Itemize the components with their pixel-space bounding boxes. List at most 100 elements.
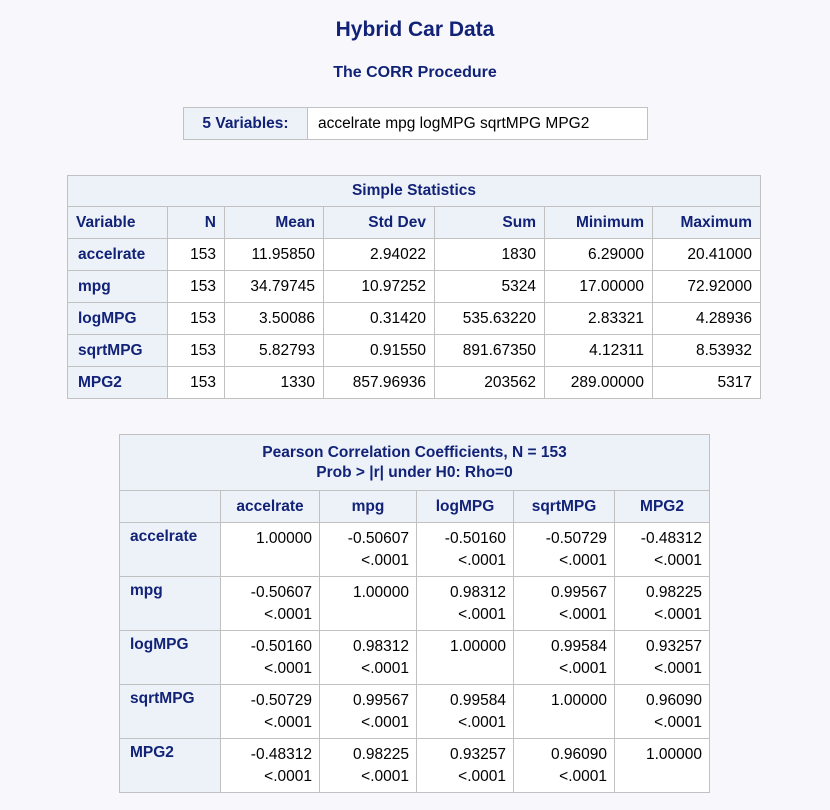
table-cell: 17.00000 xyxy=(544,270,653,303)
table-cell: 891.67350 xyxy=(434,334,545,367)
table-cell: 857.96936 xyxy=(323,366,435,399)
variables-value: accelrate mpg logMPG sqrtMPG MPG2 xyxy=(307,107,648,140)
column-header: MPG2 xyxy=(614,490,710,523)
correlation-coefficient: 0.98225 xyxy=(352,746,409,763)
correlation-header-row: accelrate mpg logMPG sqrtMPG MPG2 xyxy=(119,490,710,523)
p-value: <.0001 xyxy=(559,552,607,569)
table-row: mpg 153 34.79745 10.97252 5324 17.00000 72.920… xyxy=(67,270,761,303)
simple-statistics-caption: Simple Statistics xyxy=(67,175,761,207)
table-cell: 2.83321 xyxy=(544,302,653,335)
correlation-coefficient: 0.98225 xyxy=(645,584,702,601)
row-header: MPG2 xyxy=(67,366,168,399)
table-cell: 0.31420 xyxy=(323,302,435,335)
correlation-cell: -0.48312 <.0001 xyxy=(220,738,320,793)
row-header: logMPG xyxy=(119,630,221,685)
correlation-cell: 0.96090 <.0001 xyxy=(614,684,710,739)
correlation-cell: 0.99584 <.0001 xyxy=(513,630,615,685)
correlation-coefficient: 0.98312 xyxy=(352,638,409,655)
table-row: sqrtMPG -0.50729 <.0001 0.99567 <.0001 0.9958… xyxy=(119,684,710,739)
correlation-cell: 0.99567 <.0001 xyxy=(319,684,417,739)
column-header: Mean xyxy=(224,206,324,239)
p-value: <.0001 xyxy=(361,660,409,677)
p-value: <.0001 xyxy=(654,606,702,623)
table-cell: 1830 xyxy=(434,238,545,271)
column-header: accelrate xyxy=(220,490,320,523)
correlation-coefficient: 0.99567 xyxy=(550,584,607,601)
column-header: Variable xyxy=(67,206,168,239)
p-value: <.0001 xyxy=(458,768,506,785)
row-header: accelrate xyxy=(119,522,221,577)
table-row: logMPG -0.50160 <.0001 0.98312 <.0001 1.00000… xyxy=(119,630,710,685)
p-value: <.0001 xyxy=(264,714,312,731)
row-header: MPG2 xyxy=(119,738,221,793)
table-cell: 1330 xyxy=(224,366,324,399)
table-cell: 0.91550 xyxy=(323,334,435,367)
correlation-coefficient: 1.00000 xyxy=(550,692,607,709)
p-value: <.0001 xyxy=(654,660,702,677)
row-header: accelrate xyxy=(67,238,168,271)
correlation-coefficient: 1.00000 xyxy=(352,584,409,601)
correlation-coefficient: -0.48312 xyxy=(250,746,312,763)
table-cell: 153 xyxy=(167,334,225,367)
correlation-coefficient: 0.93257 xyxy=(645,638,702,655)
correlation-cell: -0.50160 <.0001 xyxy=(416,522,514,577)
column-header: N xyxy=(167,206,225,239)
column-header: Std Dev xyxy=(323,206,435,239)
table-cell: 289.00000 xyxy=(544,366,653,399)
correlation-cell: 0.99567 <.0001 xyxy=(513,576,615,631)
correlation-coefficient: 0.93257 xyxy=(449,746,506,763)
table-cell: 2.94022 xyxy=(323,238,435,271)
correlation-coefficient: -0.50607 xyxy=(347,530,409,547)
correlation-coefficient: -0.50160 xyxy=(444,530,506,547)
p-value: <.0001 xyxy=(559,606,607,623)
table-cell: 535.63220 xyxy=(434,302,545,335)
corner-cell xyxy=(119,490,221,523)
correlation-cell: 0.98225 <.0001 xyxy=(614,576,710,631)
column-header: logMPG xyxy=(416,490,514,523)
correlation-coefficient: 0.99584 xyxy=(449,692,506,709)
table-row: logMPG 153 3.50086 0.31420 535.63220 2.83321 4… xyxy=(67,302,761,335)
correlation-cell: -0.50729 <.0001 xyxy=(513,522,615,577)
p-value: <.0001 xyxy=(264,768,312,785)
table-row: accelrate 153 11.95850 2.94022 1830 6.29000 20… xyxy=(67,238,761,271)
page-title: Hybrid Car Data xyxy=(335,18,495,41)
p-value: <.0001 xyxy=(458,606,506,623)
table-cell: 6.29000 xyxy=(544,238,653,271)
correlation-cell: 0.98312 <.0001 xyxy=(319,630,417,685)
p-value: <.0001 xyxy=(654,552,702,569)
table-cell: 10.97252 xyxy=(323,270,435,303)
correlation-coefficient: -0.50729 xyxy=(545,530,607,547)
p-value: <.0001 xyxy=(361,552,409,569)
table-row: sqrtMPG 153 5.82793 0.91550 891.67350 4.12311… xyxy=(67,334,761,367)
simple-statistics-header-row: Variable N Mean Std Dev Sum Minimum Maxi… xyxy=(67,206,761,239)
table-cell: 20.41000 xyxy=(652,238,761,271)
simple-statistics-table: Simple Statistics Variable N Mean Std De… xyxy=(67,175,761,399)
correlation-coefficient: 0.99584 xyxy=(550,638,607,655)
table-cell: 3.50086 xyxy=(224,302,324,335)
p-value: <.0001 xyxy=(361,768,409,785)
table-cell: 34.79745 xyxy=(224,270,324,303)
correlation-cell: 1.00000 xyxy=(614,738,710,793)
correlation-cell: -0.48312 <.0001 xyxy=(614,522,710,577)
correlation-coefficient: -0.50607 xyxy=(250,584,312,601)
p-value: <.0001 xyxy=(458,552,506,569)
correlation-coefficient: -0.48312 xyxy=(640,530,702,547)
table-row: mpg -0.50607 <.0001 1.00000 0.98312 <.0001 0.9… xyxy=(119,576,710,631)
table-cell: 8.53932 xyxy=(652,334,761,367)
correlation-caption-line-2: Prob > |r| under H0: Rho=0 xyxy=(316,464,513,481)
table-cell: 153 xyxy=(167,270,225,303)
correlation-cell: 0.98225 <.0001 xyxy=(319,738,417,793)
correlation-cell: -0.50729 <.0001 xyxy=(220,684,320,739)
correlation-coefficient: -0.50160 xyxy=(250,638,312,655)
table-cell: 153 xyxy=(167,302,225,335)
correlation-coefficient: 0.96090 xyxy=(550,746,607,763)
p-value: <.0001 xyxy=(559,768,607,785)
row-header: logMPG xyxy=(67,302,168,335)
correlation-cell: 1.00000 xyxy=(319,576,417,631)
table-cell: 203562 xyxy=(434,366,545,399)
correlation-cell: 0.99584 <.0001 xyxy=(416,684,514,739)
table-cell: 5.82793 xyxy=(224,334,324,367)
row-header: mpg xyxy=(119,576,221,631)
row-header: mpg xyxy=(67,270,168,303)
correlation-cell: 0.98312 <.0001 xyxy=(416,576,514,631)
